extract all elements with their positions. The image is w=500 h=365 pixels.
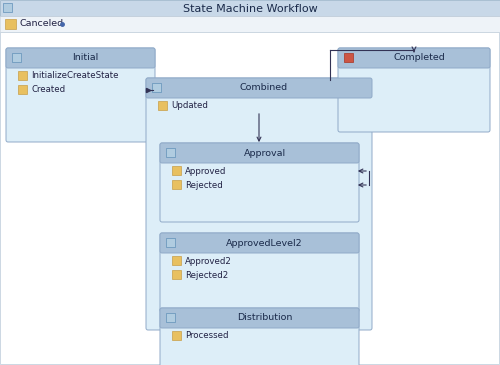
Text: Rejected2: Rejected2: [185, 270, 228, 280]
Bar: [172, 331, 181, 340]
Bar: [158, 101, 167, 110]
Bar: [341, 58, 487, 67]
Bar: [12, 53, 21, 62]
FancyBboxPatch shape: [338, 48, 490, 132]
Bar: [18, 85, 27, 94]
Bar: [172, 166, 181, 175]
FancyBboxPatch shape: [160, 308, 359, 365]
Bar: [166, 313, 175, 322]
FancyBboxPatch shape: [160, 143, 359, 222]
Text: State Machine Workflow: State Machine Workflow: [182, 4, 318, 14]
Bar: [166, 238, 175, 247]
Text: Processed: Processed: [185, 331, 228, 341]
Bar: [163, 153, 356, 162]
Text: Combined: Combined: [240, 84, 288, 92]
Text: InitializeCreateState: InitializeCreateState: [31, 72, 118, 81]
Text: Approved: Approved: [185, 166, 226, 176]
FancyBboxPatch shape: [160, 233, 359, 312]
Bar: [344, 53, 353, 62]
Text: Updated: Updated: [171, 101, 208, 111]
Bar: [9, 58, 152, 67]
FancyBboxPatch shape: [6, 48, 155, 68]
Text: Created: Created: [31, 85, 65, 95]
FancyBboxPatch shape: [160, 233, 359, 253]
Bar: [163, 318, 356, 327]
Bar: [166, 148, 175, 157]
Bar: [152, 83, 161, 92]
Text: Approval: Approval: [244, 149, 286, 158]
Bar: [149, 88, 369, 97]
FancyBboxPatch shape: [146, 78, 372, 330]
Bar: [172, 270, 181, 279]
Text: Rejected: Rejected: [185, 181, 223, 189]
FancyBboxPatch shape: [160, 308, 359, 328]
Bar: [172, 256, 181, 265]
Text: Completed: Completed: [393, 54, 445, 62]
FancyBboxPatch shape: [146, 78, 372, 98]
Bar: [5, 19, 16, 29]
Bar: [163, 243, 356, 252]
Bar: [18, 71, 27, 80]
Text: ApprovedLevel2: ApprovedLevel2: [226, 238, 303, 247]
FancyBboxPatch shape: [6, 48, 155, 142]
Bar: [0, 16, 500, 32]
FancyBboxPatch shape: [338, 48, 490, 68]
Text: Approved2: Approved2: [185, 257, 232, 265]
FancyBboxPatch shape: [160, 143, 359, 163]
Text: Initial: Initial: [72, 54, 99, 62]
Bar: [172, 180, 181, 189]
Text: Distribution: Distribution: [237, 314, 292, 323]
Bar: [0, 0, 500, 16]
Bar: [3, 3, 12, 12]
Text: Canceled: Canceled: [20, 19, 64, 28]
